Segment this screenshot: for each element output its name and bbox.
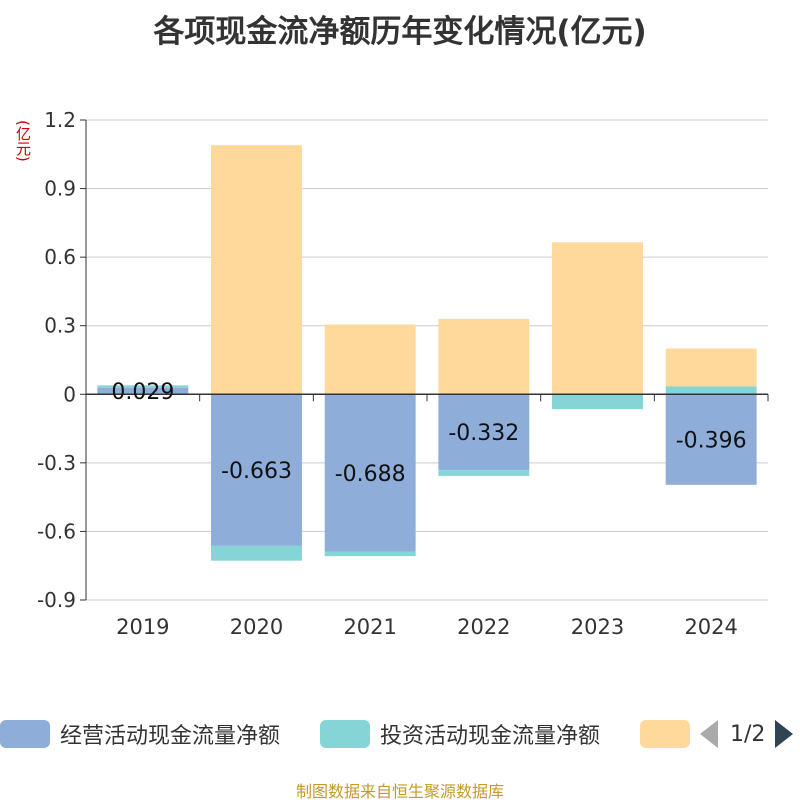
bar-chart: 1.20.90.60.30-0.3-0.6-0.9 2019 2020 2021 20… bbox=[37, 108, 769, 639]
legend-page-indicator: 1/2 bbox=[730, 721, 766, 747]
bar-2024-series-1 bbox=[665, 386, 757, 395]
bar-2022-series-2 bbox=[438, 318, 530, 395]
bars bbox=[97, 145, 757, 561]
x-tick-label: 2023 bbox=[571, 615, 624, 639]
y-tick-label: -0.3 bbox=[37, 451, 76, 475]
legend-item-investing[interactable]: 投资活动现金流量净额 bbox=[320, 720, 601, 749]
bar-2024-series-2 bbox=[665, 348, 757, 387]
bar-2024-series-0 bbox=[665, 394, 757, 485]
legend-item-operating[interactable]: 经营活动现金流量净额 bbox=[0, 720, 281, 749]
y-tick-label: 0.6 bbox=[44, 245, 76, 269]
data-source-footer: 制图数据来自恒生聚源数据库 bbox=[295, 782, 504, 801]
y-tick-label: 0.9 bbox=[44, 177, 76, 201]
y-tick-label: -0.9 bbox=[37, 588, 76, 612]
y-tick-label: 0 bbox=[63, 382, 76, 406]
bar-2023-series-1 bbox=[552, 394, 643, 410]
bar-2023-series-2 bbox=[552, 242, 643, 395]
bar-2020-series-1 bbox=[211, 545, 302, 561]
legend-swatch-investing bbox=[320, 720, 370, 748]
previous-page-icon[interactable] bbox=[700, 720, 718, 748]
data-label: -0.663 bbox=[221, 459, 292, 484]
legend-pager: 1/2 bbox=[700, 720, 794, 748]
bar-2022-series-0 bbox=[438, 394, 530, 471]
bar-2019-series-1 bbox=[97, 385, 189, 388]
data-label: -0.396 bbox=[676, 429, 747, 454]
x-tick-label: 2019 bbox=[116, 615, 169, 639]
legend-swatch-operating bbox=[0, 720, 50, 748]
x-tick-label: 2021 bbox=[343, 615, 396, 639]
x-tick-label: 2024 bbox=[684, 615, 737, 639]
data-label: -0.332 bbox=[448, 421, 519, 446]
x-tick-label: 2020 bbox=[230, 615, 283, 639]
next-page-icon[interactable] bbox=[775, 720, 794, 748]
bar-2020-series-0 bbox=[211, 394, 302, 546]
legend-label-operating: 经营活动现金流量净额 bbox=[60, 724, 281, 749]
chart-title: 各项现金流净额历年变化情况(亿元) bbox=[153, 14, 647, 50]
legend-label-investing: 投资活动现金流量净额 bbox=[380, 724, 601, 749]
data-label: 0.029 bbox=[111, 380, 174, 405]
y-axis-unit-label: (亿元) bbox=[14, 120, 32, 162]
bar-2019-series-0 bbox=[97, 387, 189, 395]
y-tick-label: 0.3 bbox=[44, 314, 76, 338]
data-label: -0.688 bbox=[335, 462, 406, 487]
axes: 1.2 0.9 0.6 0.3 0 -0.3 -0.6 -0.9 bbox=[37, 108, 769, 612]
y-tick-label: -0.6 bbox=[37, 519, 76, 543]
legend-item-third-series[interactable] bbox=[640, 720, 700, 748]
bar-2022-series-1 bbox=[438, 470, 530, 476]
y-tick-label: 1.2 bbox=[44, 108, 76, 132]
data-labels: 2019 2020 2021 2022 2023 2024 0.029 -0.663 -0.68… bbox=[111, 380, 746, 639]
legend-swatch-third-series bbox=[640, 720, 690, 748]
x-tick-label: 2022 bbox=[457, 615, 510, 639]
bar-2021-series-0 bbox=[324, 394, 416, 552]
bar-2020-series-2 bbox=[211, 145, 302, 395]
bar-2021-series-2 bbox=[324, 324, 416, 395]
bar-2021-series-1 bbox=[324, 551, 416, 557]
legend: 经营活动现金流量净额 投资活动现金流量净额 1/2 bbox=[0, 712, 800, 756]
